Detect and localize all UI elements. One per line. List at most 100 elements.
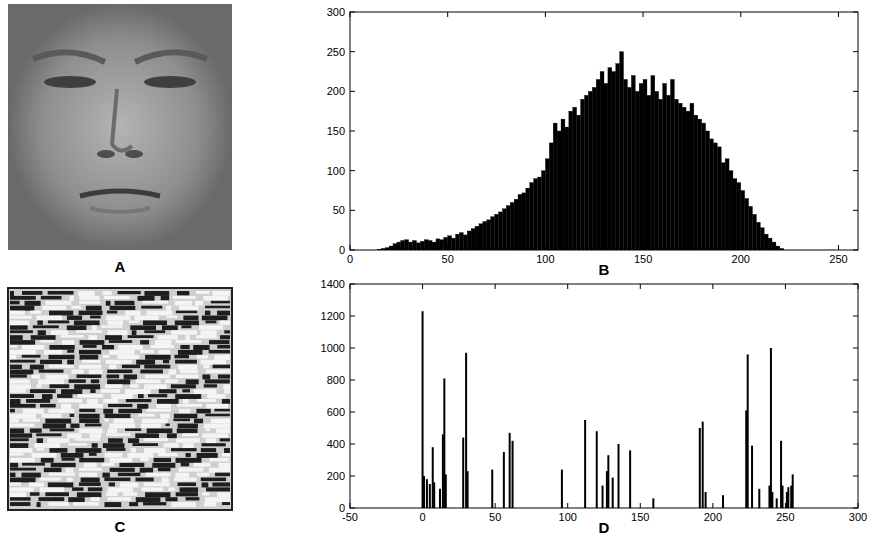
- histogram-bar: [756, 222, 760, 250]
- x-tick: [740, 245, 741, 250]
- lbp-texture: [142, 419, 168, 424]
- lbp-texture: [61, 389, 82, 394]
- histogram-bar: [491, 217, 495, 250]
- x-tick: [640, 503, 641, 508]
- histogram-bar: [588, 91, 592, 250]
- y-tick: [350, 508, 355, 509]
- lbp-texture: [10, 428, 24, 433]
- lbp-texture: [205, 428, 210, 431]
- lbp-texture: [147, 428, 173, 433]
- lbp-texture: [31, 374, 40, 378]
- lbp-texture: [140, 370, 163, 374]
- bar: [503, 452, 505, 508]
- lbp-texture: [61, 335, 84, 338]
- bar: [491, 470, 493, 508]
- lbp-texture: [25, 301, 41, 306]
- lbp-texture: [106, 492, 118, 496]
- bar: [782, 486, 784, 508]
- lbp-texture: [101, 463, 114, 466]
- lbp-texture: [23, 409, 44, 414]
- plot-area: [350, 284, 858, 508]
- lbp-texture: [10, 360, 35, 363]
- lbp-texture: [10, 311, 25, 315]
- lbp-image: [8, 288, 232, 510]
- histogram-bar: [772, 242, 776, 250]
- lbp-texture: [10, 492, 26, 497]
- lbp-texture: [203, 365, 209, 369]
- lbp-texture: [69, 296, 73, 301]
- lbp-texture: [158, 335, 178, 339]
- lbp-texture: [199, 325, 223, 329]
- nostril: [97, 150, 115, 158]
- eye: [144, 76, 196, 88]
- y-tick: [350, 284, 355, 285]
- lbp-texture: [145, 374, 170, 378]
- lbp-texture: [103, 399, 118, 403]
- bar: [596, 431, 598, 508]
- lbp-texture: [171, 384, 196, 388]
- lbp-texture: [10, 419, 19, 423]
- lbp-texture: [89, 453, 97, 456]
- lbp-texture: [10, 443, 28, 448]
- lbp-texture: [37, 438, 43, 443]
- lbp-texture: [144, 365, 170, 369]
- lbp-texture: [130, 384, 138, 388]
- lbp-texture: [146, 409, 170, 412]
- lbp-texture: [10, 350, 36, 355]
- lbp-texture: [204, 384, 217, 387]
- lbp-texture: [48, 320, 69, 323]
- histogram-bar: [440, 240, 444, 250]
- lbp-texture: [140, 458, 148, 461]
- lbp-texture: [42, 306, 66, 310]
- lbp-texture: [215, 355, 230, 360]
- lbp-texture: [156, 404, 171, 408]
- y-tick: [350, 380, 355, 381]
- lbp-texture: [186, 453, 191, 457]
- lbp-texture: [49, 448, 67, 453]
- y-tick: [853, 508, 858, 509]
- lbp-texture: [224, 330, 230, 333]
- lbp-texture: [138, 296, 155, 301]
- lbp-texture: [197, 453, 218, 458]
- lbp-texture: [102, 345, 114, 349]
- bar: [618, 444, 620, 508]
- lbp-texture: [31, 335, 56, 340]
- lbp-texture: [108, 438, 123, 443]
- lbp-texture: [197, 355, 208, 359]
- histogram-bar: [424, 240, 428, 250]
- lbp-texture: [106, 360, 132, 364]
- lbp-texture: [40, 360, 62, 364]
- lbp-texture: [79, 419, 99, 423]
- lbp-texture: [159, 389, 177, 393]
- lbp-texture: [10, 453, 24, 456]
- lbp-texture: [75, 438, 100, 441]
- eye: [44, 76, 96, 88]
- lbp-texture: [30, 492, 40, 495]
- x-tick: [712, 284, 713, 289]
- bar: [699, 428, 701, 508]
- lbp-texture: [211, 419, 230, 424]
- lbp-texture: [167, 433, 177, 438]
- lbp-texture: [205, 414, 230, 417]
- lbp-texture: [79, 428, 103, 433]
- lbp-texture: [71, 370, 83, 374]
- lbp-texture: [109, 350, 134, 355]
- lbp-texture: [118, 345, 143, 350]
- panel-caption: A: [115, 258, 126, 275]
- lbp-texture: [176, 458, 202, 463]
- histogram-bar: [428, 240, 432, 250]
- lbp-texture: [48, 355, 74, 359]
- histogram-bar: [635, 91, 639, 250]
- lbp-texture: [145, 492, 170, 497]
- lbp-texture: [212, 291, 230, 296]
- lbp-texture: [224, 448, 230, 453]
- lbp-texture: [103, 443, 125, 448]
- histogram-bar: [573, 107, 577, 250]
- lbp-texture: [144, 438, 168, 441]
- lbp-texture: [137, 404, 148, 409]
- histogram-bar: [663, 83, 667, 250]
- histogram-bar: [655, 91, 659, 250]
- lbp-texture: [144, 291, 169, 296]
- bar: [612, 478, 614, 508]
- y-tick-label: 200: [327, 85, 345, 97]
